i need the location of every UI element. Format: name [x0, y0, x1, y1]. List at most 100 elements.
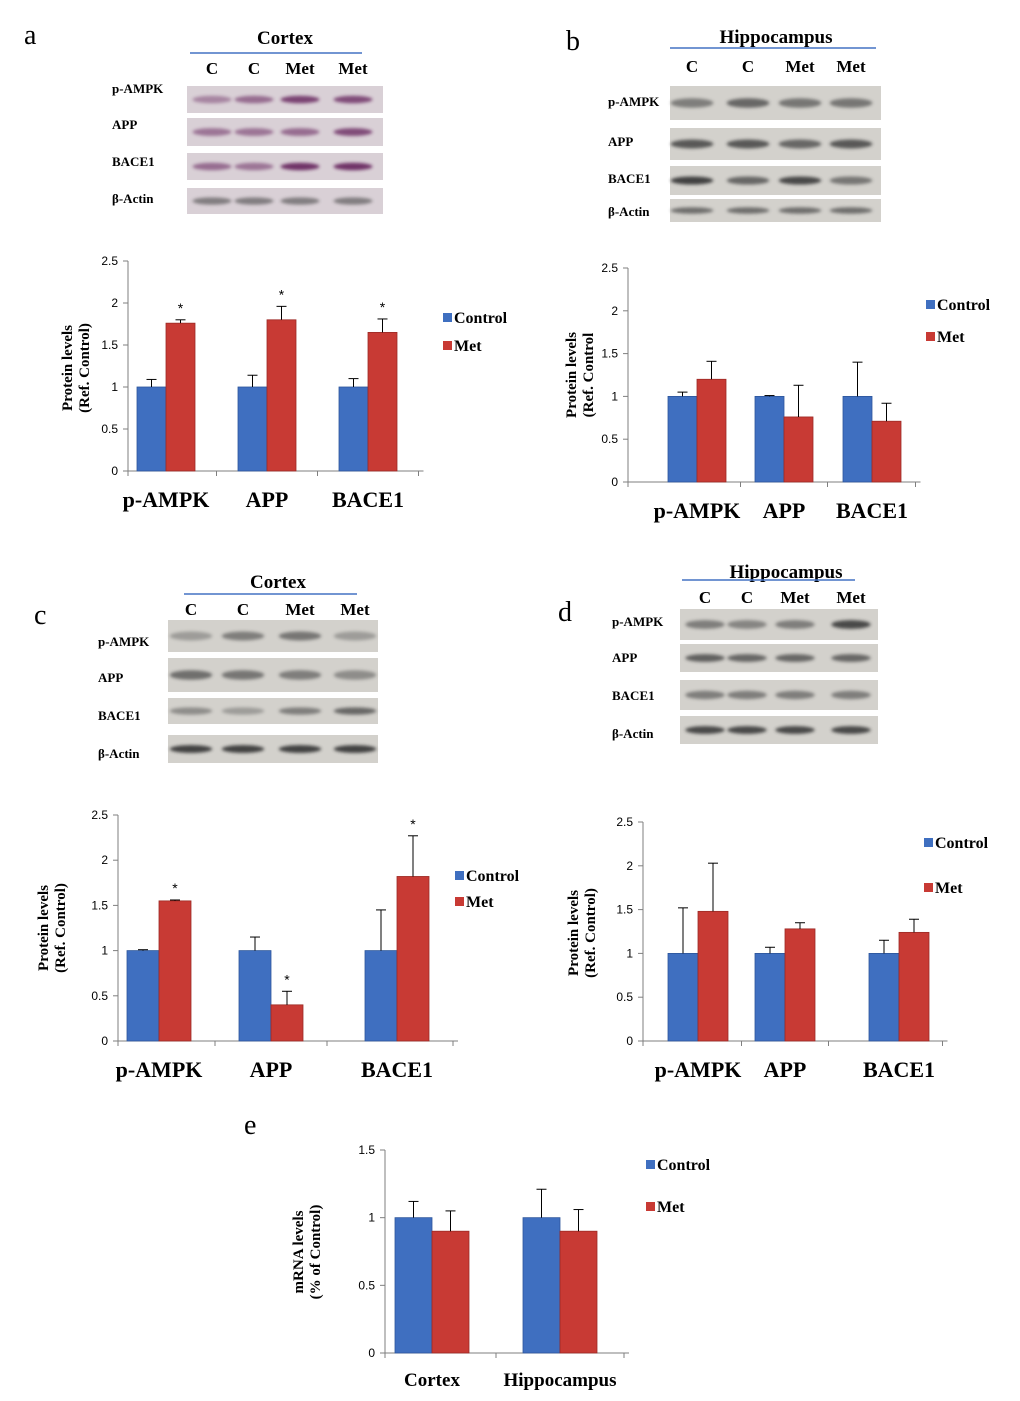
y-tick-label: 0.5 — [91, 989, 108, 1003]
blot-band — [778, 207, 822, 214]
panel-letter-a: a — [24, 20, 37, 51]
significance-star: * — [380, 299, 386, 315]
x-category-label: BACE1 — [332, 487, 404, 512]
bar-met — [559, 1230, 598, 1354]
blot-band — [685, 654, 725, 662]
x-category-label: BACE1 — [863, 1057, 935, 1082]
x-category-label: Cortex — [404, 1370, 460, 1391]
bar-met — [367, 331, 398, 472]
y-tick-label: 0 — [111, 464, 118, 478]
blot-band — [221, 745, 265, 753]
blot-band — [333, 631, 377, 641]
legend-swatch-met — [646, 1202, 655, 1211]
blot-band — [280, 162, 320, 171]
blot-band — [192, 95, 232, 104]
blot-band — [726, 98, 770, 108]
blot-panel-a: a Cortex C C Met Met p-AMPK APP BACE1 β-Actin — [24, 20, 383, 214]
bar-control — [842, 395, 873, 483]
blot-row-label: β-Actin — [612, 726, 654, 741]
blot-band — [727, 726, 767, 734]
legend-label-control: Control — [935, 835, 989, 852]
chart-b: 0 0.5 1 1.5 2 2.5 p-AMPK APP BACE1 Protein levels… — [564, 261, 991, 523]
y-axis-label: Protein levels(Ref. Control) — [566, 888, 599, 978]
legend-swatch-met — [926, 332, 935, 341]
y-axis-label-line: (Ref. Control) — [583, 888, 599, 978]
y-axis-label-line: Protein levels — [60, 325, 76, 411]
blot-title: Hippocampus — [730, 562, 843, 583]
blot-panel-b: b Hippocampus C C Met Met p-AMPK APP BACE1 β-Acti… — [566, 26, 881, 222]
bar-met — [871, 420, 902, 483]
blot-band — [192, 128, 232, 136]
blot-row-label: β-Actin — [112, 191, 154, 206]
x-category-label: p-AMPK — [123, 487, 210, 512]
y-axis-label-line: Protein levels — [566, 890, 582, 976]
blot-band — [234, 95, 274, 104]
chart-c: 0 0.5 1 1.5 2 2.5 * * * p-AMPK APP BACE1 Protein lev… — [36, 808, 520, 1082]
blot-band — [278, 631, 322, 641]
blot-band — [775, 726, 815, 734]
bar-met — [158, 900, 192, 1042]
x-category-label: BACE1 — [361, 1057, 433, 1082]
lane-label: Met — [836, 57, 866, 76]
bar-control — [754, 395, 785, 483]
blot-band — [829, 207, 873, 214]
blot-band — [333, 162, 373, 171]
blot-band — [169, 631, 213, 641]
blot-band — [333, 670, 377, 680]
lane-label: Met — [785, 57, 815, 76]
bar-met — [396, 876, 430, 1042]
chart-d: 0 0.5 1 1.5 2 2.5 p-AMPK APP BACE1 Protein levels… — [566, 815, 989, 1082]
blot-band — [727, 690, 767, 700]
blot-band — [829, 98, 873, 108]
bar-control — [126, 950, 160, 1042]
x-category-label: p-AMPK — [654, 498, 741, 523]
blot-title: Cortex — [257, 28, 313, 49]
bar-control — [237, 386, 268, 472]
bar-control — [238, 950, 272, 1042]
y-tick-label: 1 — [611, 389, 618, 403]
significance-star: * — [410, 816, 416, 832]
blot-band — [726, 139, 770, 149]
bar-met — [898, 931, 930, 1042]
y-axis-label: Protein levels(Ref. Control) — [36, 883, 69, 973]
panel-letter-b: b — [566, 26, 580, 57]
legend-label-met: Met — [935, 880, 963, 897]
blot-band — [169, 670, 213, 680]
legend-swatch-met — [924, 883, 933, 892]
blot-band — [778, 98, 822, 108]
bar-met — [266, 319, 297, 472]
bar-met — [270, 1004, 304, 1042]
y-tick-label: 0.5 — [101, 422, 118, 436]
legend-label-met: Met — [466, 894, 494, 911]
y-axis-label-line: mRNA levels — [291, 1210, 307, 1293]
blot-band — [234, 128, 274, 136]
significance-star: * — [172, 880, 178, 896]
blot-band — [221, 631, 265, 641]
y-tick-label: 2.5 — [601, 261, 618, 275]
blot-band — [670, 139, 714, 149]
blot-band — [280, 95, 320, 104]
blot-band — [278, 670, 322, 680]
legend-swatch-control — [646, 1160, 655, 1169]
y-tick-label: 0 — [368, 1346, 375, 1360]
lane-label: C — [686, 57, 698, 76]
blot-band — [169, 707, 213, 715]
blot-row-label: BACE1 — [98, 708, 141, 723]
blot-band — [831, 654, 871, 662]
y-axis-label: Protein levels(Ref. Control — [564, 332, 597, 418]
y-tick-label: 0.5 — [358, 1278, 375, 1292]
blot-row-label: p-AMPK — [612, 614, 664, 629]
blot-band — [333, 197, 373, 205]
bar-control — [754, 953, 786, 1042]
y-tick-label: 2.5 — [616, 815, 633, 829]
blot-panel-d: d Hippocampus C C Met Met p-AMPK APP BACE1 β-Acti… — [558, 562, 878, 744]
panel-letter-d: d — [558, 597, 572, 628]
lane-label: C — [206, 59, 218, 78]
panel-letter-e: e — [244, 1110, 256, 1141]
significance-star: * — [178, 300, 184, 316]
bar-control — [394, 1217, 433, 1354]
y-axis-label-line: Protein levels — [564, 332, 580, 418]
legend-label-met: Met — [937, 329, 965, 346]
legend-swatch-met — [443, 341, 452, 350]
